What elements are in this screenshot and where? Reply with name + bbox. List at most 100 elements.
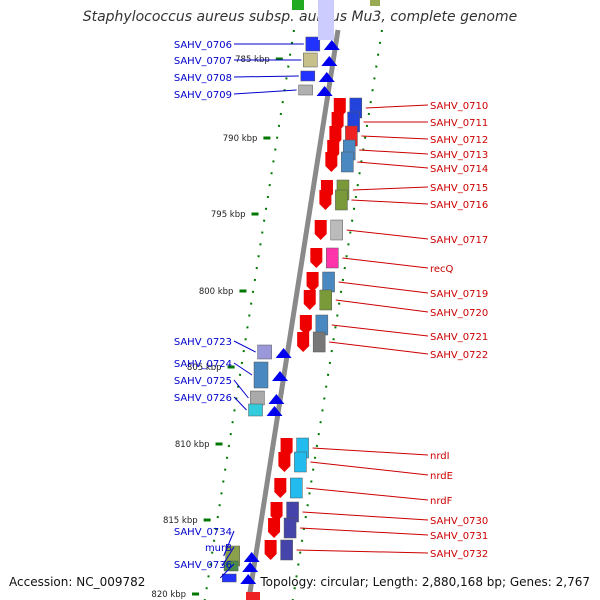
gene-label[interactable]: recQ (430, 264, 454, 275)
reverse-gene-block[interactable] (326, 247, 339, 269)
reverse-gene-block[interactable] (322, 271, 335, 293)
gene-leader-line (331, 324, 429, 337)
gene-label[interactable]: SAHV_0723 (174, 337, 232, 348)
gene-label[interactable]: SAHV_0720 (430, 308, 488, 319)
forward-gene-block[interactable] (250, 390, 265, 406)
reverse-gene-block[interactable] (370, 0, 380, 6)
gene-label[interactable]: SAHV_0706 (174, 40, 232, 51)
gene-label[interactable]: nrdI (430, 451, 450, 462)
gene-leader-line (233, 340, 256, 353)
reverse-gene-arrow[interactable] (274, 478, 287, 498)
reverse-gene-arrow[interactable] (246, 592, 260, 600)
gene-label[interactable]: SAHV_0711 (430, 118, 488, 129)
reverse-gene-block[interactable] (330, 219, 343, 241)
map-title: Staphylococcus aureus subsp. aureus Mu3,… (82, 9, 518, 25)
accession-label: Accession: NC_009782 (9, 575, 146, 589)
gene-label[interactable]: SAHV_0725 (174, 376, 232, 387)
reverse-gene-block[interactable] (294, 451, 307, 473)
reverse-gene-block[interactable] (280, 539, 293, 561)
forward-gene-block[interactable] (253, 361, 269, 389)
genome-backbone (246, 29, 341, 600)
forward-gene-block[interactable] (223, 560, 239, 572)
forward-gene-arrow[interactable] (321, 56, 338, 66)
reverse-gene-arrow[interactable] (268, 518, 281, 538)
reverse-gene-arrow[interactable] (264, 540, 277, 560)
forward-gene-arrow[interactable] (318, 72, 335, 82)
reverse-gene-arrow[interactable] (306, 272, 319, 292)
gene-leader-line (357, 161, 429, 169)
reverse-gene-arrow[interactable] (297, 332, 310, 352)
scale-label: 805 kbp (187, 363, 222, 373)
forward-gene-arrow[interactable] (240, 574, 257, 584)
gene-label[interactable]: SAHV_0719 (430, 289, 488, 300)
reverse-gene-arrow[interactable] (314, 220, 327, 240)
forward-gene-arrow[interactable] (272, 371, 289, 381)
forward-gene-block[interactable] (300, 70, 316, 82)
gene-label[interactable]: nrdF (430, 496, 453, 507)
gene-leader-line (365, 104, 429, 109)
reverse-gene-block[interactable] (335, 189, 348, 211)
gene-leader-line (338, 281, 429, 294)
reverse-gene-arrow[interactable] (310, 248, 323, 268)
forward-gene-block[interactable] (298, 84, 313, 96)
forward-gene-arrow[interactable] (316, 86, 333, 96)
reverse-gene-arrow[interactable] (299, 315, 312, 335)
forward-gene-arrow[interactable] (323, 40, 340, 50)
reverse-gene-block[interactable] (319, 289, 332, 311)
gene-label[interactable]: SAHV_0734 (174, 527, 232, 538)
reverse-gene-arrow[interactable] (319, 190, 332, 210)
gene-label[interactable]: SAHV_0710 (430, 101, 488, 112)
forward-gene-block[interactable] (303, 52, 318, 68)
reverse-gene-block[interactable] (290, 477, 303, 499)
forward-gene-arrow[interactable] (266, 406, 283, 416)
gene-label[interactable]: SAHV_0731 (430, 531, 488, 542)
forward-gene-arrow[interactable] (243, 552, 260, 562)
reverse-gene-block[interactable] (283, 517, 297, 539)
gene-label[interactable]: SAHV_0707 (174, 56, 232, 67)
reverse-gene-block[interactable] (341, 151, 354, 173)
gene-leader-line (346, 229, 429, 240)
gene-label[interactable]: nrdE (430, 471, 453, 482)
gene-label[interactable]: SAHV_0709 (174, 90, 232, 101)
gene-label[interactable]: SAHV_0712 (430, 135, 488, 146)
gene-leader-line (335, 299, 429, 313)
reverse-gene-arrow[interactable] (303, 290, 316, 310)
scale-label: 800 kbp (199, 287, 234, 297)
forward-gene-block[interactable] (292, 0, 304, 10)
scale-label: 795 kbp (211, 210, 246, 220)
gene-label[interactable]: SAHV_0722 (430, 350, 488, 361)
forward-gene-block[interactable] (305, 36, 321, 52)
gene-label[interactable]: SAHV_0724 (174, 359, 232, 370)
forward-gene-arrow[interactable] (268, 394, 285, 404)
gene-label[interactable]: SAHV_0708 (174, 73, 232, 84)
gene-leader-line (233, 362, 253, 376)
reverse-gene-arrow[interactable] (278, 452, 291, 472)
forward-gene-arrow[interactable] (242, 562, 259, 572)
gene-label[interactable]: SAHV_0730 (430, 516, 488, 527)
gene-label[interactable]: SAHV_0716 (430, 200, 488, 211)
gene-label[interactable]: SAHV_0721 (430, 332, 488, 343)
gene-leader-line (359, 149, 429, 155)
gene-label[interactable]: SAHV_0726 (174, 393, 232, 404)
reverse-gene-arrow[interactable] (270, 502, 283, 522)
gene-label[interactable]: SAHV_0714 (430, 164, 488, 175)
scale-label: 810 kbp (175, 440, 210, 450)
inner-dotted-guide (291, 29, 383, 600)
forward-gene-block[interactable] (318, 0, 334, 40)
reverse-gene-block[interactable] (312, 331, 326, 353)
reverse-gene-arrow[interactable] (325, 152, 338, 172)
gene-label[interactable]: SAHV_0715 (430, 183, 488, 194)
forward-gene-arrow[interactable] (275, 348, 292, 358)
gene-label[interactable]: SAHV_0713 (430, 150, 488, 161)
gene-label[interactable]: SAHV_0732 (430, 549, 488, 560)
forward-gene-block[interactable] (257, 344, 272, 360)
forward-gene-block[interactable] (221, 573, 237, 583)
gene-leader-line (233, 396, 247, 411)
gene-label[interactable]: SAHV_0717 (430, 235, 488, 246)
gene-leader-line (300, 527, 429, 536)
forward-gene-block[interactable] (248, 403, 263, 417)
gene-label[interactable]: murB (205, 543, 232, 554)
gene-label[interactable]: SAHV_0736 (174, 560, 232, 571)
scale-label: 820 kbp (151, 590, 186, 600)
